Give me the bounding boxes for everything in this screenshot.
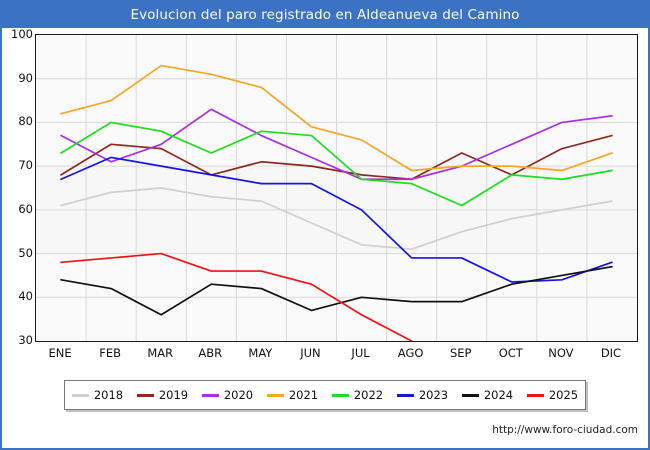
legend-swatch-icon — [331, 393, 349, 397]
legend-label: 2023 — [418, 388, 449, 402]
x-tick-label: ENE — [48, 346, 72, 360]
legend-label: 2018 — [93, 388, 124, 402]
legend-swatch-icon — [396, 393, 414, 397]
y-tick-label: 60 — [18, 201, 33, 216]
legend-item-2022[interactable]: 2022 — [331, 388, 384, 402]
legend-item-2025[interactable]: 2025 — [526, 388, 579, 402]
series-line-2018 — [60, 187, 613, 251]
series-line-2023 — [60, 156, 613, 283]
legend-swatch-icon — [71, 393, 89, 397]
y-tick-label: 50 — [18, 245, 33, 260]
x-tick-label: MAR — [147, 346, 174, 360]
legend-swatch-icon — [461, 393, 479, 397]
legend-swatch-icon — [266, 393, 284, 397]
legend-item-2018[interactable]: 2018 — [71, 388, 124, 402]
y-tick-label: 30 — [18, 333, 33, 347]
source-url: http://www.foro-ciudad.com — [492, 424, 638, 436]
legend-item-2020[interactable]: 2020 — [201, 388, 254, 402]
x-tick-label: OCT — [498, 346, 523, 360]
chart-legend: 2018 2019 2020 2021 2022 2023 2024 2025 — [64, 380, 586, 410]
legend-swatch-icon — [201, 393, 219, 397]
legend-label: 2024 — [483, 388, 514, 402]
chart-area: 30 40 50 60 70 80 90 100 ENE FEB MAR ABR MAY JUN JUL A… — [2, 27, 648, 448]
legend-item-2023[interactable]: 2023 — [396, 388, 449, 402]
y-axis-labels: 30 40 50 60 70 80 90 100 — [2, 27, 33, 347]
x-tick-label: MAY — [248, 346, 273, 360]
x-tick-label: AGO — [397, 346, 424, 360]
legend-item-2021[interactable]: 2021 — [266, 388, 319, 402]
legend-label: 2019 — [158, 388, 189, 402]
x-tick-label: ABR — [198, 346, 223, 360]
x-tick-label: SEP — [449, 346, 472, 360]
series-line-2020 — [60, 108, 613, 181]
series-line-2021 — [60, 64, 613, 172]
legend-label: 2021 — [288, 388, 319, 402]
y-tick-label: 40 — [18, 289, 33, 304]
legend-swatch-icon — [136, 393, 154, 397]
y-tick-label: 70 — [18, 158, 33, 173]
window-title-bar: Evolucion del paro registrado en Aldeanu… — [2, 2, 648, 28]
y-tick-label: 100 — [11, 27, 33, 41]
plot-frame — [35, 34, 638, 342]
x-tick-label: JUN — [300, 346, 321, 360]
legend-item-2019[interactable]: 2019 — [136, 388, 189, 402]
series-line-2022 — [60, 121, 613, 207]
x-tick-label: JUL — [351, 346, 370, 360]
legend-label: 2020 — [223, 388, 254, 402]
x-tick-label: FEB — [99, 346, 122, 360]
x-tick-label: DIC — [600, 346, 622, 360]
legend-item-2024[interactable]: 2024 — [461, 388, 514, 402]
line-chart-plot — [36, 35, 637, 341]
legend-label: 2022 — [353, 388, 384, 402]
series-line-2025 — [60, 252, 413, 341]
y-tick-label: 80 — [18, 114, 33, 129]
y-tick-label: 90 — [18, 70, 33, 85]
series-line-2024 — [60, 265, 613, 316]
legend-label: 2025 — [548, 388, 579, 402]
legend-swatch-icon — [526, 393, 544, 397]
page-title: Evolucion del paro registrado en Aldeanu… — [130, 7, 520, 23]
x-tick-label: NOV — [548, 346, 574, 360]
